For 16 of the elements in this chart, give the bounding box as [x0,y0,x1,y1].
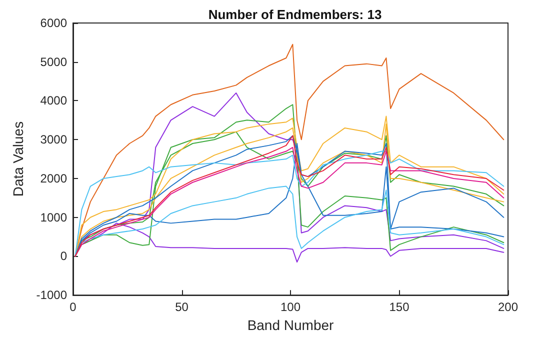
y-tick-label: 3000 [40,132,68,147]
y-tick-label: 1000 [40,210,68,224]
y-axis-title: Data Values [10,121,26,197]
chart-title: Number of Endmembers: 13 [208,7,382,22]
y-tick-label: 6000 [40,16,68,30]
y-tick-label: -1000 [36,288,68,302]
y-tick-label: 0 [60,249,68,264]
x-tick-label: 200 [498,300,518,314]
y-tick-label: 2000 [40,171,68,186]
x-tick-label: 0 [70,300,77,314]
x-axis-title: Band Number [247,317,334,333]
x-tick-label: 50 [175,300,189,314]
x-tick-label: 150 [389,300,410,314]
y-tick-label: 5000 [40,54,68,69]
y-tick-label: 4000 [40,94,68,108]
x-tick-label: 100 [280,300,301,314]
